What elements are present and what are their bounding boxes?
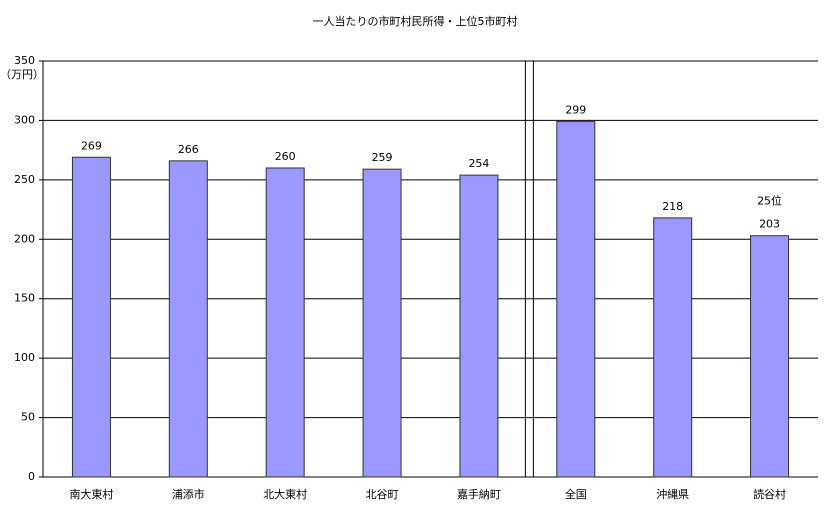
value-label: 269 xyxy=(81,139,102,152)
y-tick-label: 0 xyxy=(28,470,35,483)
x-tick-label: 北谷町 xyxy=(366,488,399,501)
bar xyxy=(168,160,208,478)
x-tick-label: 沖縄県 xyxy=(656,487,689,501)
value-label: 260 xyxy=(275,150,296,163)
y-tick-label: 350 xyxy=(14,54,35,67)
x-tick-label: 浦添市 xyxy=(172,487,205,501)
x-tick-label: 嘉手納町 xyxy=(457,487,501,501)
y-tick-label: 150 xyxy=(14,292,35,305)
bar xyxy=(265,167,305,478)
bar xyxy=(653,217,693,478)
bar xyxy=(459,174,499,478)
x-tick-label: 南大東村 xyxy=(69,487,113,501)
y-tick-label: 100 xyxy=(14,351,35,364)
chart-title: 一人当たりの市町村民所得・上位5市町村 xyxy=(313,14,518,28)
annotation: 25位 xyxy=(757,194,782,208)
value-label: 254 xyxy=(468,157,489,170)
bar xyxy=(556,121,596,478)
value-label: 266 xyxy=(178,143,199,156)
x-tick-label: 北大東村 xyxy=(263,487,307,501)
value-label: 259 xyxy=(372,151,393,164)
y-tick-label: 200 xyxy=(14,232,35,245)
value-label: 203 xyxy=(759,218,780,231)
x-tick-label: 読谷村 xyxy=(753,487,786,501)
y-tick-label: 50 xyxy=(21,411,35,424)
y-unit: （万円） xyxy=(0,68,44,81)
bar xyxy=(362,168,402,478)
value-label: 299 xyxy=(565,104,586,117)
y-tick-label: 300 xyxy=(14,113,35,126)
value-label: 218 xyxy=(662,200,683,213)
x-tick-label: 全国 xyxy=(565,487,587,501)
y-tick-label: 250 xyxy=(14,173,35,186)
bar xyxy=(71,156,111,478)
bar xyxy=(750,235,790,478)
